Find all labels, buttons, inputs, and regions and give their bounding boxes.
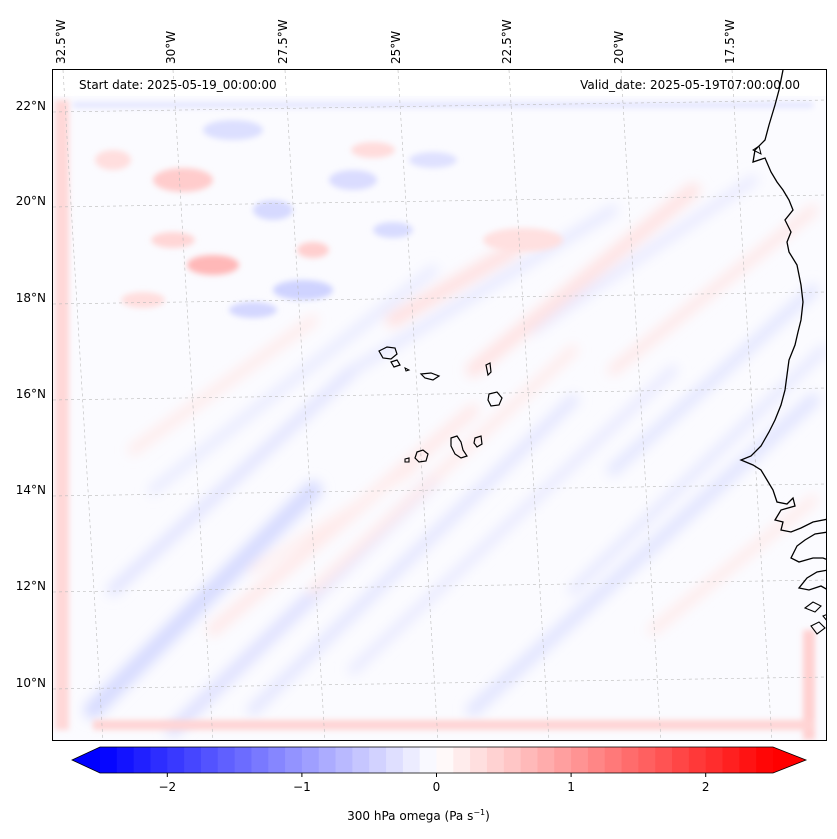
- colorbar-segment: [251, 747, 269, 773]
- colorbar-segment: [402, 747, 421, 773]
- colorbar-segment: [655, 747, 673, 773]
- colorbar-label: 300 hPa omega (Pa s−1): [347, 808, 490, 823]
- colorbar-segment: [301, 747, 320, 773]
- colorbar-tick-label: 1: [567, 780, 575, 794]
- colorbar-segment: [638, 747, 656, 773]
- colorbar-segment: [688, 747, 707, 773]
- colorbar-segment: [470, 747, 488, 773]
- colorbar-segment: [217, 747, 236, 773]
- colorbar-segment: [672, 747, 690, 773]
- colorbar-segment: [386, 747, 404, 773]
- maio-island: [473, 435, 483, 448]
- colorbar-segment: [520, 747, 538, 773]
- parallel-gridline: [53, 676, 826, 690]
- colorbar-segment: [335, 747, 353, 773]
- colorbar-segment: [419, 747, 437, 773]
- longitude-label: 20°W: [612, 30, 626, 64]
- colorbar-segment: [200, 747, 219, 773]
- latitude-label: 14°N: [15, 483, 46, 497]
- santo-antao-island: [378, 346, 398, 360]
- latitude-label: 18°N: [15, 291, 46, 305]
- santiago-island: [450, 435, 468, 459]
- valid-date-label: Valid_date: 2025-05-19T07:00:00.00: [580, 78, 800, 92]
- coastlines: [378, 70, 826, 635]
- meridian-gridline: [172, 70, 214, 740]
- colorbar-segment: [537, 747, 555, 773]
- colorbar-segment: [705, 747, 724, 773]
- map-panel: Start date: 2025-05-19_00:00:00 Valid_da…: [52, 69, 827, 741]
- colorbar-segment: [133, 747, 151, 773]
- latitude-label: 10°N: [15, 676, 46, 690]
- colorbar-segment: [369, 747, 387, 773]
- colorbar-segment: [739, 747, 757, 773]
- latitude-label: 16°N: [15, 387, 46, 401]
- colorbar-segment: [150, 747, 168, 773]
- colorbar-segment: [285, 747, 303, 773]
- meridian-gridline: [508, 70, 550, 740]
- omega-field-map: [53, 70, 826, 740]
- longitude-label: 22.5°W: [500, 19, 514, 64]
- fogo-island: [414, 449, 429, 463]
- longitude-label: 30°W: [164, 30, 178, 64]
- colorbar-segment: [453, 747, 471, 773]
- colorbar-segment: [554, 747, 572, 773]
- santa-luzia-island: [404, 367, 411, 372]
- colorbar-segment: [604, 747, 623, 773]
- longitude-label: 25°W: [389, 30, 403, 64]
- colorbar: [71, 746, 808, 777]
- colorbar-segment: [318, 747, 337, 773]
- brava-island: [404, 457, 410, 463]
- latitude-label: 20°N: [15, 194, 46, 208]
- colorbar-segment: [268, 747, 286, 773]
- colorbar-tick-label: 2: [701, 780, 710, 794]
- start-date-label: Start date: 2025-05-19_00:00:00: [79, 78, 277, 92]
- latitude-label: 12°N: [15, 579, 46, 593]
- meridian-gridline: [397, 70, 439, 740]
- colorbar-segment: [167, 747, 185, 773]
- colorbar-extend-max: [773, 747, 806, 773]
- sao-vicente-island: [390, 359, 401, 368]
- colorbar-extend-min: [72, 747, 100, 773]
- longitude-label: 32.5°W: [54, 19, 68, 64]
- colorbar-segment: [756, 747, 774, 773]
- colorbar-segment: [436, 747, 454, 773]
- sao-nicolau-island: [419, 372, 441, 381]
- meridian-gridline: [284, 70, 326, 740]
- colorbar-tick-label: −2: [158, 780, 177, 794]
- bijagos-islands: [803, 601, 826, 635]
- colorbar-segment: [722, 747, 740, 773]
- sal-island: [485, 362, 492, 377]
- omega-field: [53, 70, 826, 740]
- colorbar-segment: [587, 747, 606, 773]
- meridian-gridline: [620, 70, 662, 740]
- colorbar-tick-label: −1: [293, 780, 311, 794]
- meridian-gridline: [731, 70, 773, 740]
- canary-island: [752, 145, 762, 155]
- colorbar-segment: [571, 747, 589, 773]
- header-strip: [53, 70, 826, 96]
- colorbar-segment: [234, 747, 252, 773]
- meridian-gridline: [62, 70, 104, 740]
- colorbar-segment: [116, 747, 135, 773]
- gridlines: [53, 70, 826, 740]
- longitude-label: 27.5°W: [276, 19, 290, 64]
- colorbar-segment: [352, 747, 370, 773]
- longitude-label: 17.5°W: [723, 19, 737, 64]
- africa-coastline: [739, 70, 826, 591]
- colorbar-outline: [71, 746, 808, 774]
- latitude-label: 22°N: [15, 99, 46, 113]
- colorbar-segment: [621, 747, 639, 773]
- colorbar-segment: [503, 747, 522, 773]
- colorbar-segment: [486, 747, 505, 773]
- colorbar-tick-label: 0: [432, 780, 441, 794]
- colorbar-segment: [100, 747, 118, 773]
- colorbar-segment: [184, 747, 202, 773]
- boa-vista-island: [487, 391, 503, 407]
